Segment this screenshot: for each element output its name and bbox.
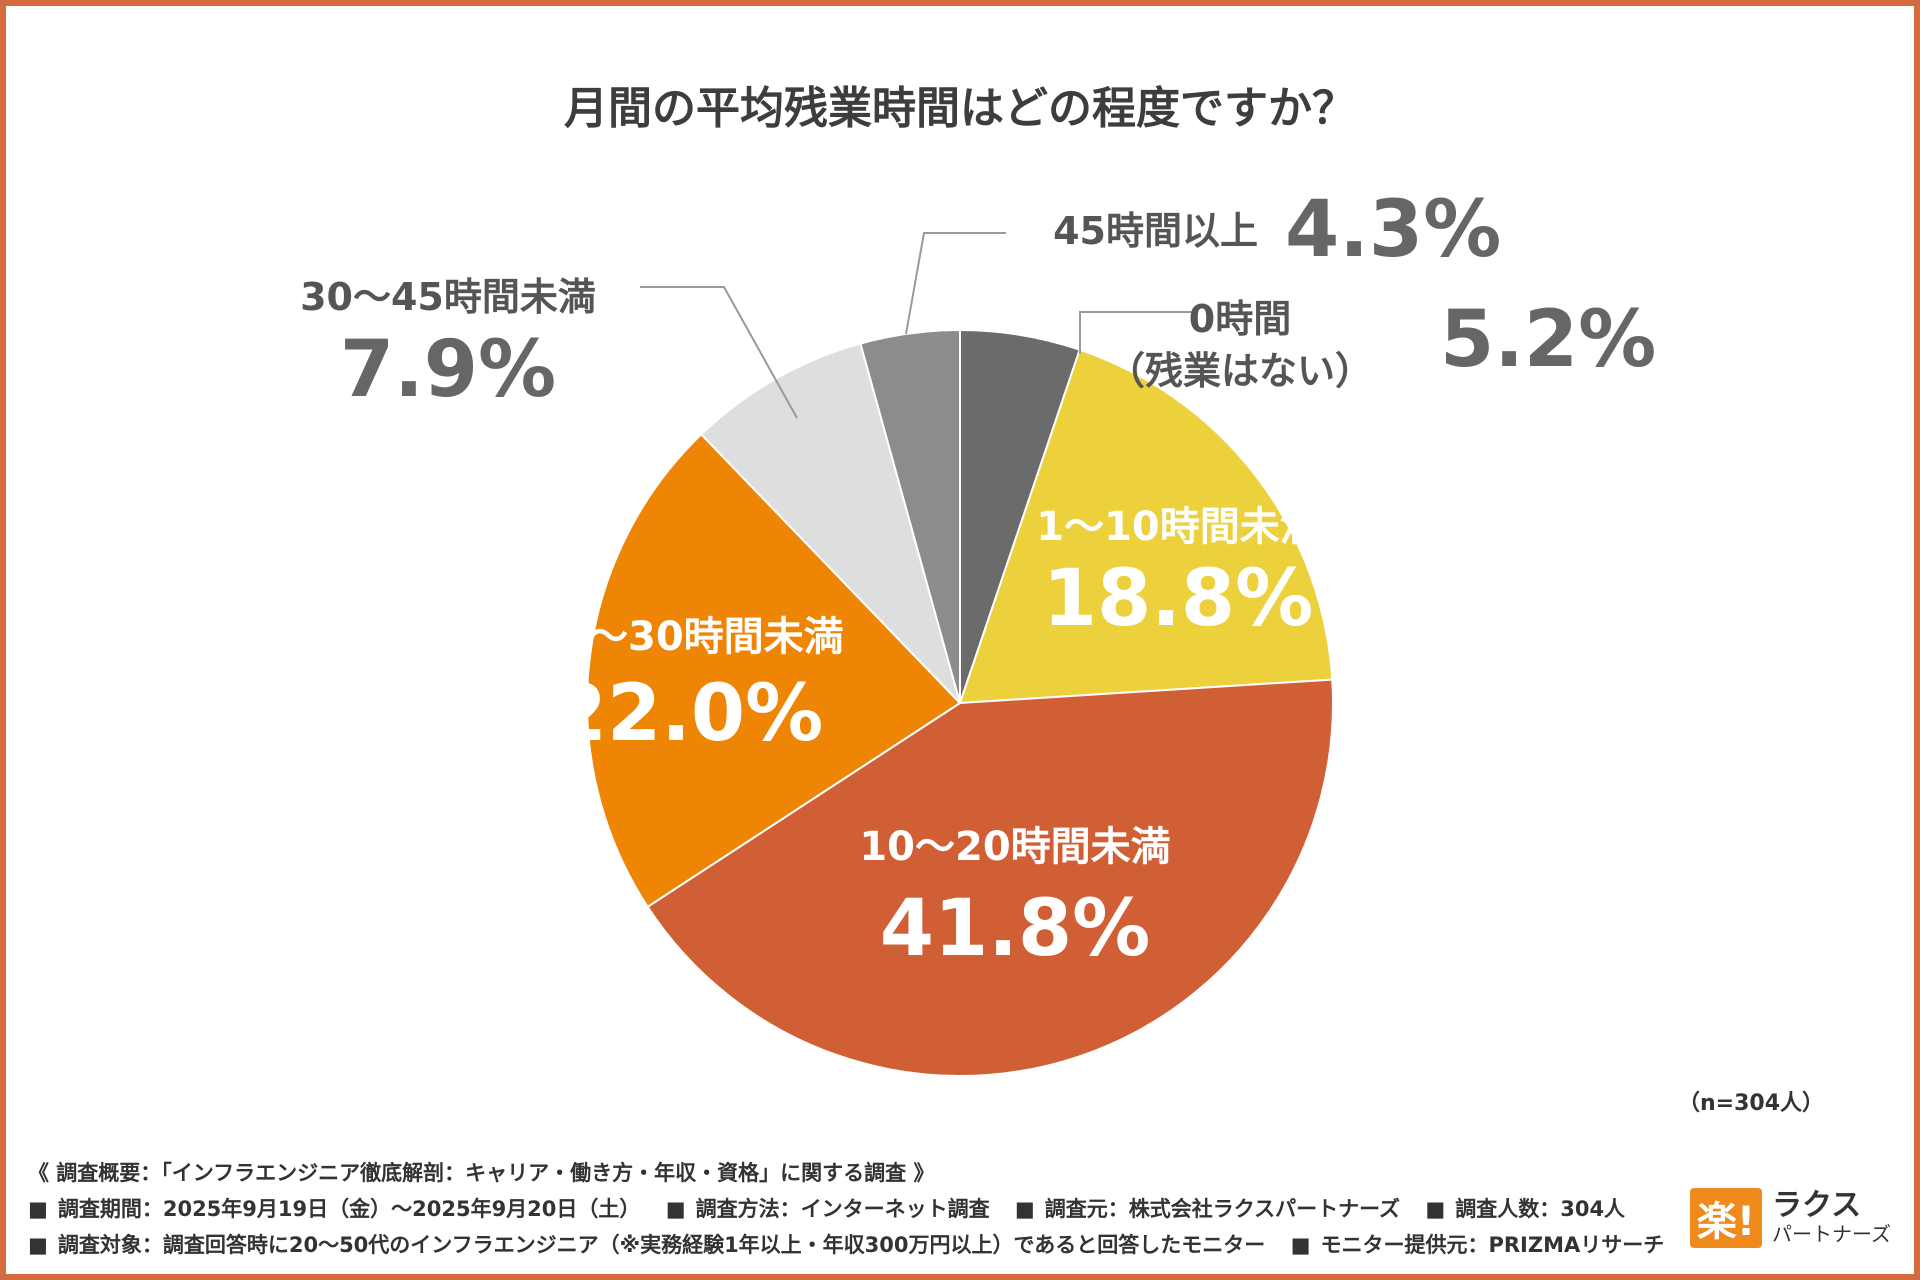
footer-line-2: ■ 調査期間：2025年9月19日（金）〜2025年9月20日（土） ■ 調査方法：…	[28, 1191, 1664, 1227]
bullet-icon: ■	[1014, 1197, 1035, 1221]
logo-text: ラクス パートナーズ	[1772, 1188, 1891, 1247]
footer-line-3: ■ 調査対象：調査回答時に20〜50代のインフラエンジニア（※実務経験1年以上・年…	[28, 1227, 1664, 1263]
footer-provider: モニター提供元：PRIZMAリサーチ	[1320, 1233, 1665, 1257]
footer-source: 調査元：株式会社ラクスパートナーズ	[1044, 1197, 1401, 1221]
pie-slice-s2	[646, 678, 1334, 1077]
bullet-icon: ■	[665, 1197, 686, 1221]
leader-line-s0	[1079, 311, 1194, 354]
bullet-icon: ■	[1290, 1233, 1311, 1257]
footer-method: 調査方法：インターネット調査	[695, 1197, 990, 1221]
slice-value-s2: 41.8%	[880, 884, 1151, 974]
footer-target: 調査対象：調査回答時に20〜50代のインフラエンジニア（※実務経験1年以上・年収…	[57, 1233, 1266, 1257]
slice-value-s3: 22.0%	[553, 669, 824, 759]
slice-label-s5: 45時間以上	[1053, 209, 1258, 253]
bullet-icon: ■	[28, 1197, 48, 1221]
slice-label-s4: 30〜45時間未満	[300, 275, 596, 319]
bullet-icon: ■	[1425, 1197, 1446, 1221]
pie-slice-s5	[859, 328, 961, 704]
footer-overview: 《 調査概要：「インフラエンジニア徹底解剖：キャリア・働き方・年収・資格」に関す…	[28, 1161, 935, 1185]
slice-value-s0: 5.2%	[1440, 295, 1656, 385]
survey-footer: 《 調査概要：「インフラエンジニア徹底解剖：キャリア・働き方・年収・資格」に関す…	[28, 1155, 1664, 1263]
slice-label-s2: 10〜20時間未満	[859, 824, 1170, 870]
slice-label-s3: 20〜30時間未満	[532, 614, 843, 660]
company-logo: 楽! ラクス パートナーズ	[1690, 1188, 1891, 1248]
leader-line-s5	[905, 232, 1006, 335]
pie-slice-s3	[586, 432, 962, 909]
logo-line2: パートナーズ	[1772, 1222, 1891, 1246]
footer-count: 調査人数：304人	[1455, 1197, 1626, 1221]
sample-size-label: （n=304人）	[1678, 1091, 1825, 1116]
chart-title: 月間の平均残業時間はどの程度ですか？	[564, 83, 1356, 134]
slice-label-s1: 1〜10時間未満	[1036, 504, 1320, 550]
logo-line1: ラクス	[1772, 1188, 1862, 1223]
leader-line-s4	[640, 286, 798, 419]
pie-slice-s1	[958, 348, 1334, 705]
slice-label-s0: 0時間	[1189, 297, 1291, 341]
slice-label2-s0: （残業はない）	[1107, 349, 1373, 393]
footer-period: 調査期間：2025年9月19日（金）〜2025年9月20日（土）	[57, 1197, 641, 1221]
slice-value-s5: 4.3%	[1285, 185, 1501, 275]
slice-value-s4: 7.9%	[340, 325, 556, 415]
bullet-icon: ■	[28, 1233, 48, 1257]
slice-value-s1: 18.8%	[1043, 554, 1314, 644]
logo-mark: 楽!	[1690, 1188, 1762, 1248]
